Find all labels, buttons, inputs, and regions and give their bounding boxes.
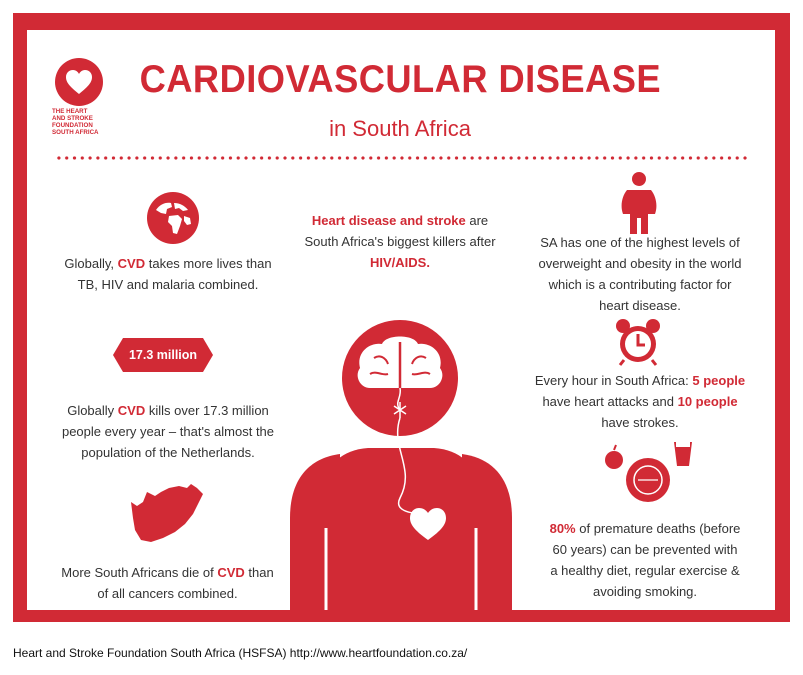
text: Globally (67, 403, 118, 418)
logo-line: FOUNDATION (52, 122, 93, 129)
right-fact-3: 80% of premature deaths (before 60 years… (530, 518, 760, 602)
text: which is a contributing factor for (548, 277, 732, 292)
logo-text: THE HEART AND STROKE FOUNDATION SOUTH AF… (52, 108, 112, 136)
south-africa-map-icon (131, 484, 203, 542)
alarm-clock-icon (616, 319, 660, 366)
text: population of the Netherlands. (81, 445, 255, 460)
text: Every hour in South Africa: (534, 373, 693, 388)
logo-line: SOUTH AFRICA (52, 129, 99, 136)
text: people every year – that's almost the (61, 424, 275, 439)
text: Globally, (64, 256, 118, 271)
left-fact-3: More South Africans die of CVD than of a… (45, 562, 290, 604)
right-fact-2: Every hour in South Africa: 5 people hav… (520, 370, 760, 433)
text: South Africa's biggest killers after (304, 234, 496, 249)
highlight: Heart disease and stroke (311, 213, 466, 228)
heart-icon (55, 58, 103, 106)
left-fact-1: Globally, CVD takes more lives than TB, … (48, 253, 288, 295)
text: takes more lives than (145, 256, 272, 271)
highlight: CVD (217, 565, 245, 580)
highlight: 5 people (692, 373, 746, 388)
text: 60 years) can be prevented with (552, 542, 738, 557)
dotted-divider (55, 156, 750, 160)
text: avoiding smoking. (592, 584, 698, 599)
page-title: CARDIOVASCULAR DISEASE (139, 58, 662, 101)
text: kills over 17.3 million (145, 403, 269, 418)
highlight: 80% (549, 521, 576, 536)
text: than (244, 565, 274, 580)
text: are (465, 213, 489, 228)
logo-line: AND STROKE (52, 115, 93, 122)
plate-apple-drink-icon (605, 442, 692, 502)
person-brain-heart-icon (290, 320, 512, 610)
text: of premature deaths (before (575, 521, 741, 536)
text: have strokes. (601, 415, 679, 430)
highlight: HIV/AIDS. (370, 255, 430, 270)
text: More South Africans die of (61, 565, 218, 580)
right-fact-1: SA has one of the highest levels of over… (525, 232, 755, 316)
stat-badge-shape (113, 338, 213, 372)
highlight: 10 people (677, 394, 738, 409)
left-fact-2: Globally CVD kills over 17.3 million peo… (48, 400, 288, 463)
text: SA has one of the highest levels of (540, 235, 740, 250)
highlight: CVD (117, 256, 146, 271)
text: a healthy diet, regular exercise & (550, 563, 740, 578)
highlight: CVD (117, 403, 146, 418)
globe-icon (147, 192, 199, 244)
text: of all cancers combined. (97, 586, 238, 601)
logo-line: THE HEART (52, 108, 88, 115)
text: overweight and obesity in the world (538, 256, 742, 271)
source-caption: Heart and Stroke Foundation South Africa… (13, 646, 468, 660)
text: TB, HIV and malaria combined. (77, 277, 259, 292)
overweight-person-icon (621, 172, 657, 234)
center-fact: Heart disease and stroke are South Afric… (290, 210, 510, 273)
page-subtitle: in South Africa (329, 116, 471, 141)
text: heart disease. (599, 298, 681, 313)
text: have heart attacks and (542, 394, 678, 409)
stat-badge: 17.3 million (128, 348, 198, 362)
